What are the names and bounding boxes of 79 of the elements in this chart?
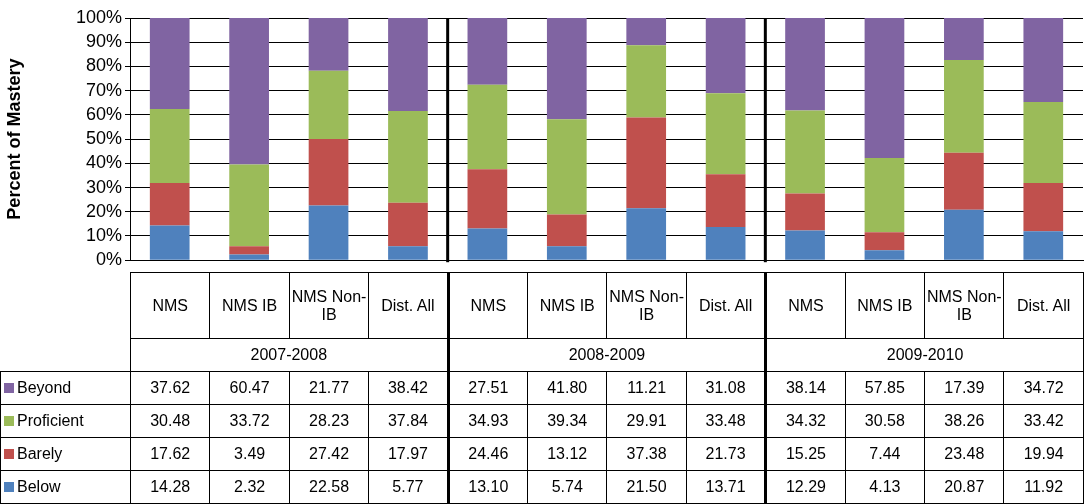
data-label: 5.74	[527, 470, 607, 504]
data-label: 37.62	[130, 371, 210, 405]
x-tick-label: NMS	[448, 272, 528, 339]
data-label: 3.49	[209, 437, 290, 471]
data-label: 33.48	[686, 404, 766, 438]
data-label: 5.77	[368, 470, 449, 504]
data-label: 13.71	[686, 470, 766, 504]
text: 2009-2010	[765, 338, 1084, 372]
legend-label: Proficient	[0, 404, 131, 438]
data-label: 28.23	[289, 404, 369, 438]
data-label: 33.72	[209, 404, 290, 438]
data-label: 13.12	[527, 437, 607, 471]
data-label: 11.21	[606, 371, 687, 405]
data-label: 4.13	[845, 470, 925, 504]
y-tick-label: 30%	[85, 176, 122, 197]
data-label: 34.93	[448, 404, 528, 438]
data-label: 12.29	[765, 470, 846, 504]
data-label: 34.72	[1003, 371, 1084, 405]
data-label: 2.32	[209, 470, 290, 504]
data-label: 60.47	[209, 371, 290, 405]
data-label: 17.39	[924, 371, 1004, 405]
data-label: 24.46	[448, 437, 528, 471]
data-label: 57.85	[845, 371, 925, 405]
x-tick-label: NMS	[765, 272, 846, 339]
x-tick-label: NMS Non-IB	[289, 272, 369, 339]
y-axis-title: Percent of Mastery	[3, 58, 24, 220]
data-label: 27.51	[448, 371, 528, 405]
data-label: 34.32	[765, 404, 846, 438]
x-tick-label: Dist. All	[686, 272, 766, 339]
data-label: 11.92	[1003, 470, 1084, 504]
data-label: 21.77	[289, 371, 369, 405]
y-tick-label: 10%	[85, 224, 122, 245]
data-label: 23.48	[924, 437, 1004, 471]
data-label: 37.84	[368, 404, 449, 438]
data-label: 29.91	[606, 404, 687, 438]
data-label: 17.97	[368, 437, 449, 471]
y-tick-label: 70%	[85, 79, 122, 100]
y-tick-label: 20%	[85, 200, 122, 221]
data-label: 22.58	[289, 470, 369, 504]
data-label: 41.80	[527, 371, 607, 405]
data-label: 13.10	[448, 470, 528, 504]
data-label: 38.14	[765, 371, 846, 405]
data-label: 17.62	[130, 437, 210, 471]
data-label: 15.25	[765, 437, 846, 471]
y-tick-label: 0%	[95, 249, 122, 270]
data-label: 38.26	[924, 404, 1004, 438]
data-label: 30.58	[845, 404, 925, 438]
data-label: 27.42	[289, 437, 369, 471]
data-label: 14.28	[130, 470, 210, 504]
data-label: 20.87	[924, 470, 1004, 504]
data-label: 31.08	[686, 371, 766, 405]
legend-label: Beyond	[0, 371, 131, 405]
y-tick-label: 40%	[85, 152, 122, 173]
text: 2008-2009	[448, 338, 766, 372]
data-label: 7.44	[845, 437, 925, 471]
legend-label: Below	[0, 470, 131, 504]
y-tick-label: 60%	[85, 103, 122, 124]
data-label: 30.48	[130, 404, 210, 438]
text: 2007-2008	[130, 338, 449, 372]
data-label: 21.50	[606, 470, 687, 504]
x-tick-label: NMS IB	[845, 272, 925, 339]
data-label: 19.94	[1003, 437, 1084, 471]
data-label: 37.38	[606, 437, 687, 471]
y-tick-label: 80%	[85, 55, 122, 76]
y-tick-label: 90%	[85, 31, 122, 52]
y-tick-label: 100%	[75, 6, 122, 27]
x-tick-label: NMS Non-IB	[924, 272, 1004, 339]
y-tick-label: 50%	[85, 128, 122, 149]
x-tick-label: NMS IB	[209, 272, 290, 339]
x-tick-label: NMS Non-IB	[606, 272, 687, 339]
x-tick-label: Dist. All	[368, 272, 449, 339]
data-label: 21.73	[686, 437, 766, 471]
x-tick-label: NMS	[130, 272, 210, 339]
legend-label: Barely	[0, 437, 131, 471]
x-tick-label: Dist. All	[1003, 272, 1084, 339]
data-label: 39.34	[527, 404, 607, 438]
data-label: 33.42	[1003, 404, 1084, 438]
data-label: 38.42	[368, 371, 449, 405]
x-tick-label: NMS IB	[527, 272, 607, 339]
